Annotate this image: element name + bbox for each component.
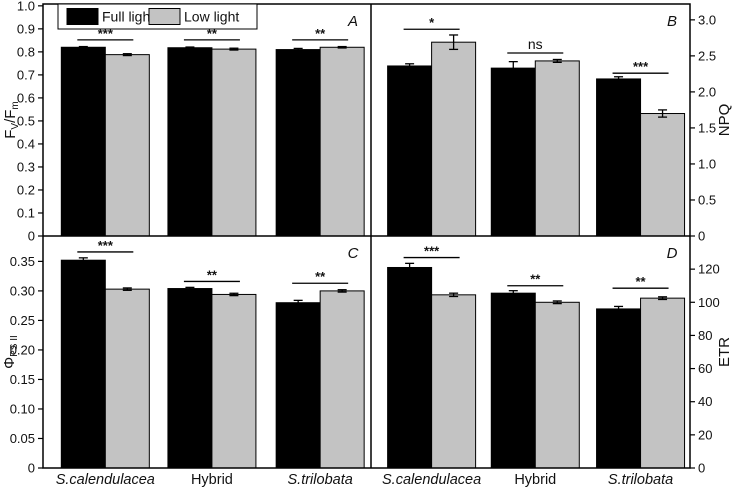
panel-letter-B: B bbox=[667, 13, 677, 30]
y-tick-label: 0 bbox=[698, 461, 705, 476]
x-category-label: S.trilobata bbox=[288, 472, 353, 488]
y-tick-label: 1.0 bbox=[698, 156, 716, 171]
y-tick-label: 1.0 bbox=[17, 0, 35, 13]
y-axis-title-part: ETR bbox=[716, 337, 733, 367]
y-tick-label: 0.2 bbox=[17, 182, 35, 197]
y-axis-title-D: ETR bbox=[716, 337, 733, 367]
y-tick-label: 0.30 bbox=[10, 283, 35, 298]
y-tick-label: 0.4 bbox=[17, 136, 35, 151]
bar-full-light-D-1 bbox=[387, 266, 433, 469]
bar-full-light-B-3 bbox=[596, 78, 642, 237]
y-axis-title-C: ΦPS II bbox=[1, 335, 20, 369]
significance-label: *** bbox=[98, 26, 114, 41]
bar-full-light-C-1 bbox=[60, 259, 106, 469]
legend-label-low-light: Low light bbox=[184, 9, 239, 25]
y-tick-label: 0.7 bbox=[17, 67, 35, 82]
bar-low-light-A-3 bbox=[319, 46, 365, 237]
bar-low-light-B-1 bbox=[431, 41, 477, 237]
panel-letter-C: C bbox=[348, 245, 359, 262]
bar-low-light-D-2 bbox=[534, 301, 580, 469]
y-tick-label: 1.5 bbox=[698, 120, 716, 135]
y-tick-label: 3.0 bbox=[698, 12, 716, 27]
bar-low-light-D-3 bbox=[640, 297, 686, 469]
legend-swatch-low-light bbox=[148, 8, 181, 25]
y-tick-label: 0.05 bbox=[10, 431, 35, 446]
y-tick-label: 0.5 bbox=[698, 192, 716, 207]
x-category-label: S.trilobata bbox=[608, 472, 673, 488]
y-tick-label: 0.1 bbox=[17, 205, 35, 220]
x-category-label: Hybrid bbox=[191, 472, 233, 488]
x-category-label: S.calendulacea bbox=[56, 472, 155, 488]
significance-label: ** bbox=[530, 272, 541, 287]
bar-low-light-B-3 bbox=[640, 113, 686, 237]
significance-label: ** bbox=[315, 269, 326, 284]
bar-full-light-A-1 bbox=[60, 46, 106, 237]
y-tick-label: 0.3 bbox=[17, 159, 35, 174]
y-tick-label: 0 bbox=[28, 229, 35, 244]
panel-letter-A: A bbox=[347, 13, 358, 30]
y-axis-title-part: Φ bbox=[1, 357, 18, 369]
bar-low-light-C-2 bbox=[211, 293, 257, 469]
y-tick-label: 100 bbox=[698, 295, 720, 310]
y-axis-title-part: /F bbox=[2, 110, 19, 123]
y-tick-label: 2.0 bbox=[698, 84, 716, 99]
significance-label: ns bbox=[528, 36, 543, 52]
y-tick-label: 0.15 bbox=[10, 372, 35, 387]
significance-label: ** bbox=[635, 274, 646, 289]
bar-full-light-C-2 bbox=[167, 288, 213, 469]
y-tick-label: 0.8 bbox=[17, 44, 35, 59]
y-axis-title-part: PS II bbox=[9, 335, 20, 357]
bar-full-light-A-3 bbox=[275, 49, 321, 237]
y-tick-label: 2.5 bbox=[698, 48, 716, 63]
significance-label: *** bbox=[633, 59, 649, 74]
y-tick-label: 0.20 bbox=[10, 342, 35, 357]
significance-label: ** bbox=[315, 26, 326, 41]
significance-label: *** bbox=[424, 244, 440, 259]
y-tick-label: 20 bbox=[698, 427, 712, 442]
legend-swatch-full-light bbox=[66, 8, 99, 25]
bar-low-light-B-2 bbox=[534, 60, 580, 237]
significance-label: *** bbox=[98, 238, 114, 253]
bar-low-light-C-1 bbox=[104, 288, 150, 469]
y-tick-label: 60 bbox=[698, 361, 712, 376]
significance-label: * bbox=[429, 15, 435, 30]
panel-letter-D: D bbox=[667, 245, 678, 262]
y-tick-label: 0.35 bbox=[10, 254, 35, 269]
bar-low-light-A-2 bbox=[211, 48, 257, 237]
x-category-label: S.calendulacea bbox=[382, 472, 481, 488]
bar-full-light-D-2 bbox=[490, 292, 536, 469]
y-tick-label: 0.25 bbox=[10, 313, 35, 328]
y-tick-label: 80 bbox=[698, 328, 712, 343]
y-tick-label: 0.9 bbox=[17, 21, 35, 36]
bar-full-light-A-2 bbox=[167, 47, 213, 237]
y-axis-title-part: m bbox=[10, 101, 21, 109]
bar-low-light-C-3 bbox=[319, 290, 365, 469]
significance-label: ** bbox=[207, 267, 218, 282]
significance-label: ** bbox=[207, 26, 218, 41]
y-tick-label: 0 bbox=[698, 229, 705, 244]
bar-full-light-D-3 bbox=[596, 308, 642, 469]
bar-full-light-B-2 bbox=[490, 67, 536, 237]
y-tick-label: 40 bbox=[698, 394, 712, 409]
bar-full-light-B-1 bbox=[387, 65, 433, 237]
bar-full-light-C-3 bbox=[275, 302, 321, 469]
y-axis-title-part: NPQ bbox=[716, 104, 733, 137]
y-tick-label: 0.6 bbox=[17, 90, 35, 105]
x-category-label: Hybrid bbox=[514, 472, 556, 488]
y-tick-label: 0.5 bbox=[17, 113, 35, 128]
bar-low-light-A-1 bbox=[104, 54, 150, 237]
y-tick-label: 120 bbox=[698, 262, 720, 277]
y-axis-title-part: F bbox=[2, 130, 19, 139]
y-axis-title-part: V bbox=[10, 123, 21, 130]
y-axis-title-A: FV/Fm bbox=[2, 101, 21, 139]
y-tick-label: 0.10 bbox=[10, 401, 35, 416]
y-axis-title-B: NPQ bbox=[716, 104, 733, 137]
bar-low-light-D-1 bbox=[431, 294, 477, 469]
legend-label-full-light: Full light bbox=[102, 9, 154, 25]
y-tick-label: 0 bbox=[28, 461, 35, 476]
